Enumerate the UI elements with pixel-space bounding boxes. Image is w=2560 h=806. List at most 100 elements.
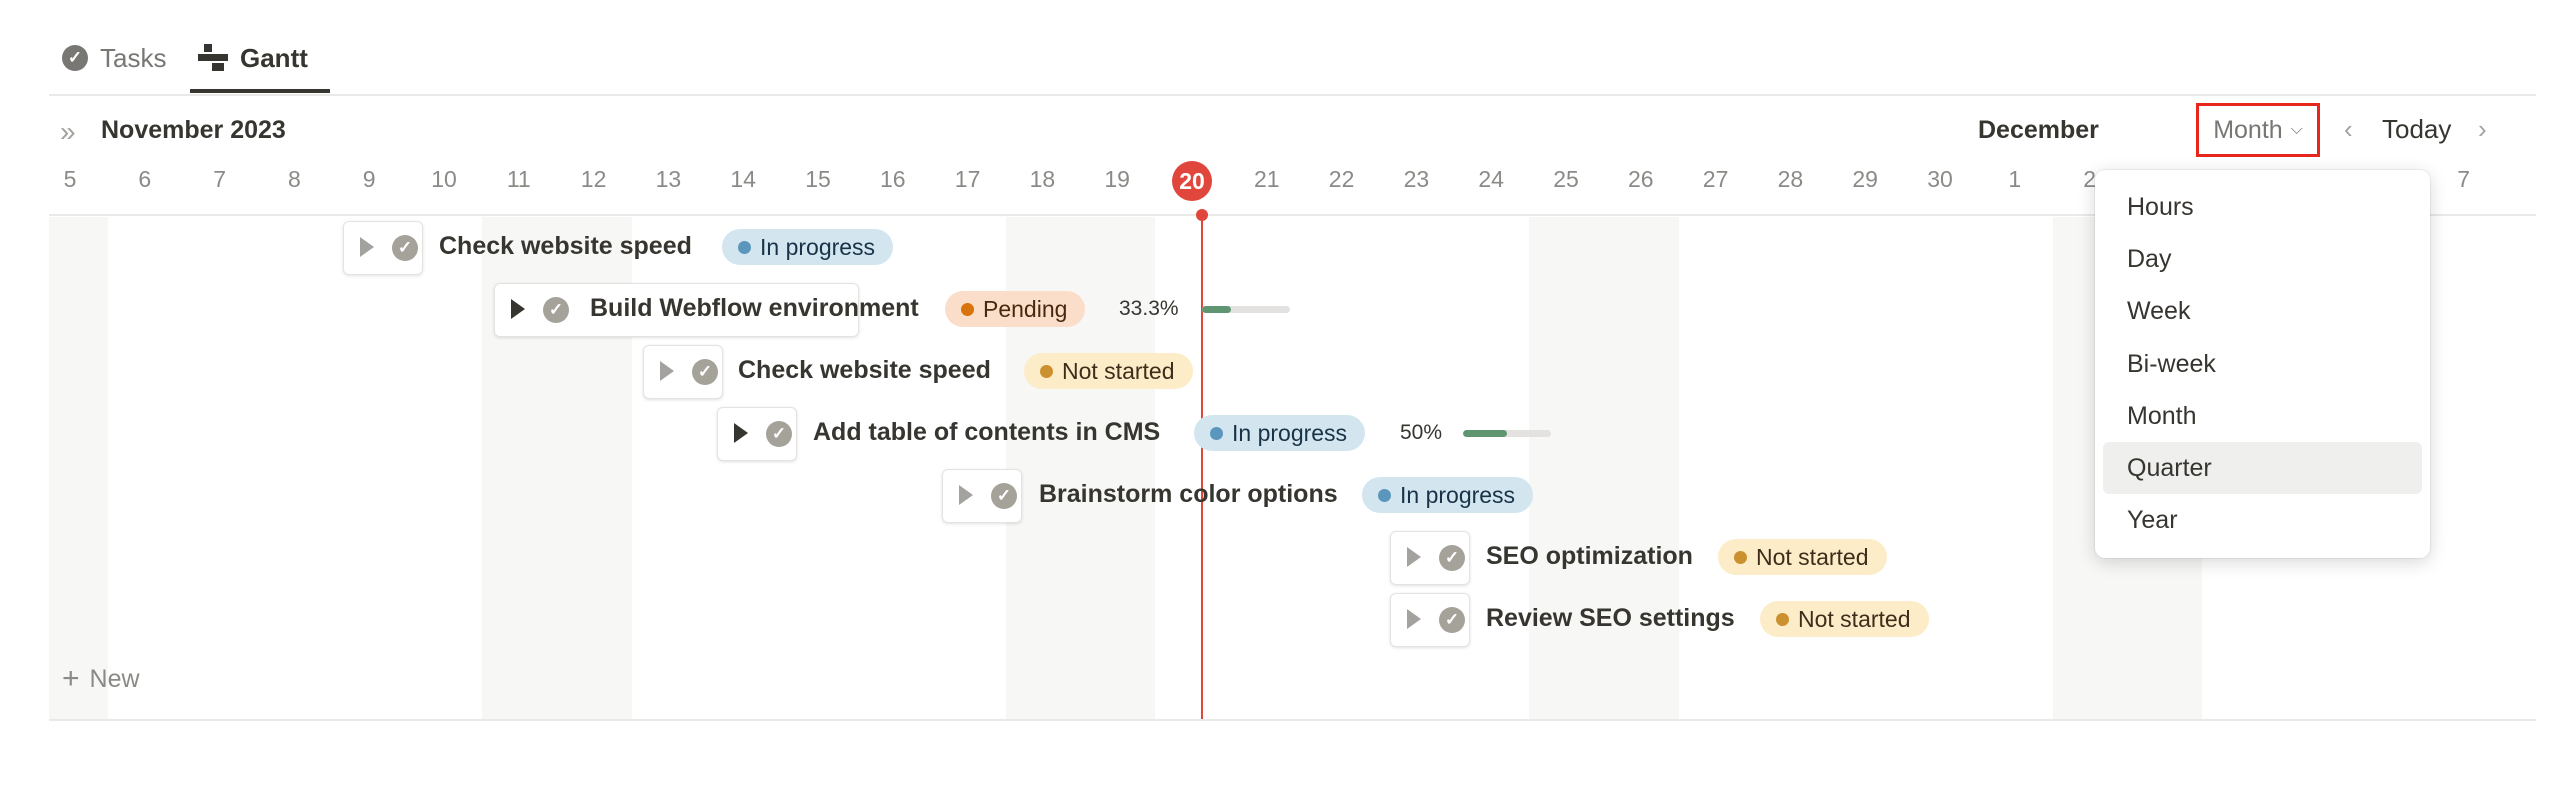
menu-item-week[interactable]: Week — [2127, 297, 2191, 326]
gantt-icon — [198, 44, 228, 72]
status-badge: Not started — [1024, 353, 1193, 389]
progress-label: 33.3% — [1119, 297, 1179, 320]
day-label: 22 — [1328, 166, 1355, 192]
day-label: 27 — [1702, 166, 1729, 192]
day-label: 7 — [2457, 166, 2470, 192]
task-title: Check website speed — [439, 232, 692, 260]
menu-item-year[interactable]: Year — [2127, 506, 2178, 535]
current-month-title: November 2023 — [101, 116, 286, 144]
weekend-column — [1529, 217, 1679, 720]
today-day-label: 20 — [1172, 161, 1212, 201]
bottom-divider — [49, 719, 2536, 721]
active-tab-indicator — [190, 89, 330, 93]
expand-triangle-icon[interactable] — [959, 485, 973, 505]
day-label: 10 — [431, 166, 457, 192]
day-label: 16 — [880, 166, 906, 192]
task-bar[interactable]: ✓ — [942, 469, 1022, 523]
check-circle-icon[interactable]: ✓ — [1439, 545, 1465, 571]
task-title: Add table of contents in CMS — [813, 418, 1161, 446]
next-month-title: December — [1978, 116, 2099, 144]
menu-item-quarter[interactable]: Quarter — [2103, 442, 2422, 494]
day-label: 19 — [1104, 166, 1130, 192]
divider — [49, 94, 2536, 96]
day-label: 25 — [1553, 166, 1579, 192]
expand-triangle-icon[interactable] — [660, 361, 674, 381]
status-badge: Not started — [1718, 539, 1887, 575]
today-line — [1201, 215, 1203, 720]
task-title: Check website speed — [738, 356, 991, 384]
view-select-label: Month — [2213, 115, 2283, 144]
day-label: 18 — [1029, 166, 1056, 192]
previous-icon[interactable]: ‹ — [2344, 114, 2353, 144]
check-circle-icon[interactable]: ✓ — [766, 421, 792, 447]
day-label: 26 — [1628, 166, 1654, 192]
day-label: 8 — [287, 166, 301, 192]
new-task-button[interactable]: + New — [62, 662, 140, 696]
progress-label: 50% — [1400, 421, 1443, 444]
day-label: 17 — [954, 166, 981, 192]
day-label: 12 — [580, 166, 607, 192]
task-title: Brainstorm color options — [1039, 480, 1338, 508]
task-bar[interactable]: ✓ — [494, 283, 859, 337]
weekend-column — [49, 217, 108, 720]
expand-triangle-icon[interactable] — [511, 299, 525, 319]
tab-tasks[interactable]: ✓ Tasks — [62, 38, 166, 78]
task-bar[interactable]: ✓ — [1390, 593, 1470, 647]
expand-triangle-icon[interactable] — [734, 423, 748, 443]
task-bar[interactable]: ✓ — [343, 221, 423, 275]
day-label: 14 — [730, 166, 756, 192]
task-bar[interactable]: ✓ — [643, 345, 723, 399]
check-circle-icon[interactable]: ✓ — [1439, 607, 1465, 633]
day-label: 1 — [2008, 166, 2022, 192]
progress-bar — [1463, 430, 1551, 437]
expand-triangle-icon[interactable] — [1407, 609, 1421, 629]
day-label: 30 — [1927, 166, 1953, 192]
chevron-down-icon: ⌵ — [2290, 121, 2303, 138]
status-badge: In progress — [722, 229, 894, 265]
today-button[interactable]: Today — [2382, 114, 2452, 144]
day-label: 6 — [138, 166, 152, 192]
day-label: 15 — [805, 166, 831, 192]
expand-sidebar-icon[interactable]: » — [60, 116, 76, 147]
day-label: 5 — [63, 166, 77, 192]
task-bar[interactable]: ✓ — [1390, 531, 1470, 585]
plus-icon: + — [62, 662, 80, 695]
status-badge: Not started — [1760, 601, 1929, 637]
progress-fill — [1202, 306, 1232, 313]
menu-item-month[interactable]: Month — [2127, 401, 2197, 430]
tab-label: Tasks — [100, 42, 167, 73]
task-title: SEO optimization — [1486, 542, 1693, 570]
menu-item-day[interactable]: Day — [2127, 245, 2172, 274]
menu-item-bi-week[interactable]: Bi-week — [2127, 349, 2216, 378]
progress-fill — [1463, 430, 1507, 437]
progress-bar — [1202, 306, 1290, 313]
status-badge: In progress — [1194, 415, 1366, 451]
check-circle-icon[interactable]: ✓ — [692, 359, 718, 385]
day-label: 11 — [506, 166, 531, 192]
tab-label: Gantt — [240, 42, 308, 73]
menu-item-hours[interactable]: Hours — [2127, 193, 2194, 221]
task-bar[interactable]: ✓ — [717, 407, 797, 461]
day-label: 23 — [1403, 166, 1430, 192]
expand-triangle-icon[interactable] — [360, 237, 374, 257]
status-badge: In progress — [1362, 477, 1534, 513]
day-label: 21 — [1254, 166, 1280, 192]
next-icon[interactable]: › — [2478, 114, 2487, 144]
view-dropdown-menu: Hours Day Week Bi-week Month Quarter Year — [2095, 170, 2430, 558]
day-label: 9 — [362, 166, 376, 192]
day-label: 24 — [1478, 166, 1504, 192]
day-label: 7 — [213, 166, 226, 192]
check-circle-icon[interactable]: ✓ — [991, 483, 1017, 509]
task-title: Build Webflow environment — [590, 294, 919, 322]
timeline-header-divider — [49, 214, 2536, 216]
check-circle-icon[interactable]: ✓ — [392, 235, 418, 261]
status-badge: Pending — [945, 291, 1086, 327]
check-circle-icon[interactable]: ✓ — [543, 297, 569, 323]
task-title: Review SEO settings — [1486, 604, 1735, 632]
day-label: 28 — [1777, 166, 1804, 192]
today-marker — [1196, 209, 1208, 221]
day-label: 2 — [2083, 166, 2096, 192]
view-select-button[interactable]: Month ⌵ — [2196, 103, 2320, 157]
tab-gantt[interactable]: Gantt — [198, 38, 308, 78]
expand-triangle-icon[interactable] — [1407, 547, 1421, 567]
